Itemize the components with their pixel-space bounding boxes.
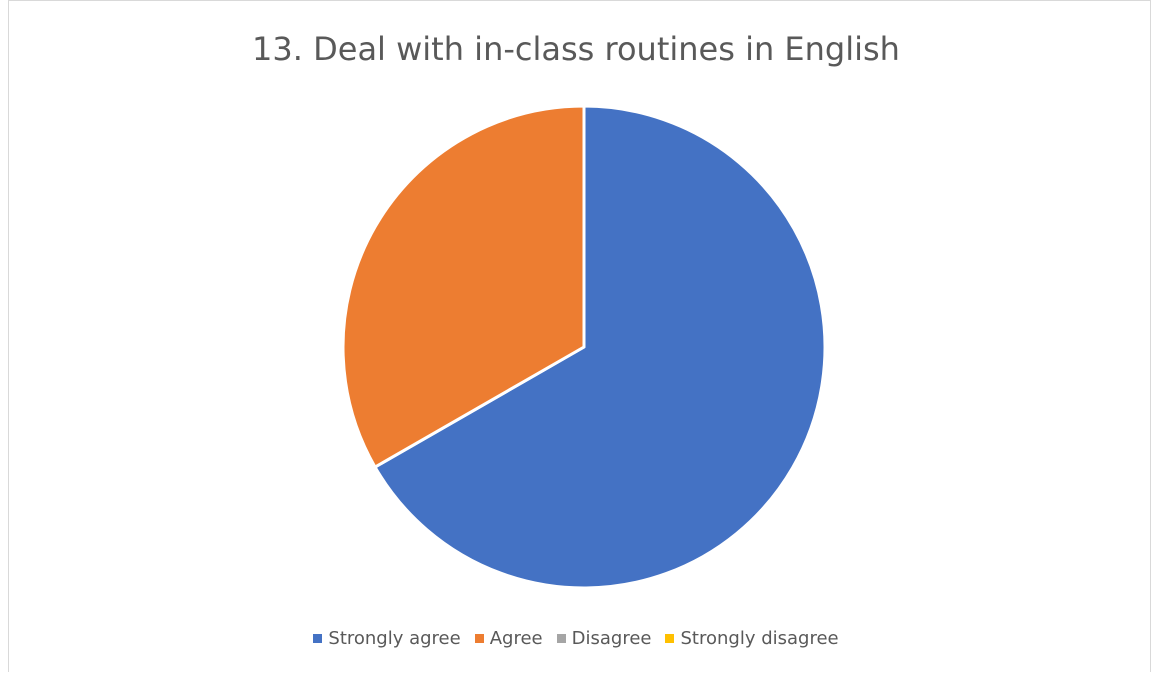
legend-swatch-strongly-disagree [665, 634, 675, 643]
legend-label-agree: Agree [489, 628, 543, 649]
pie-slice-strongly-agree [373, 104, 827, 590]
legend: Strongly agree Agree Disagree Strongly disa… [0, 628, 1152, 649]
legend-swatch-agree [474, 634, 484, 643]
legend-item-strongly-agree: Strongly agree [313, 628, 461, 649]
pie-slices [341, 104, 827, 590]
legend-item-disagree: Disagree [556, 628, 652, 649]
legend-label-disagree: Disagree [571, 628, 652, 649]
pie-slice-agree [341, 104, 586, 469]
legend-item-agree: Agree [474, 628, 543, 649]
legend-label-strongly-disagree: Strongly disagree [680, 628, 839, 649]
chart-title: 13. Deal with in-class routines in Engli… [252, 30, 900, 68]
legend-item-strongly-disagree: Strongly disagree [665, 628, 839, 649]
legend-swatch-strongly-agree [313, 634, 323, 643]
legend-label-strongly-agree: Strongly agree [328, 628, 461, 649]
legend-swatch-disagree [556, 634, 566, 643]
